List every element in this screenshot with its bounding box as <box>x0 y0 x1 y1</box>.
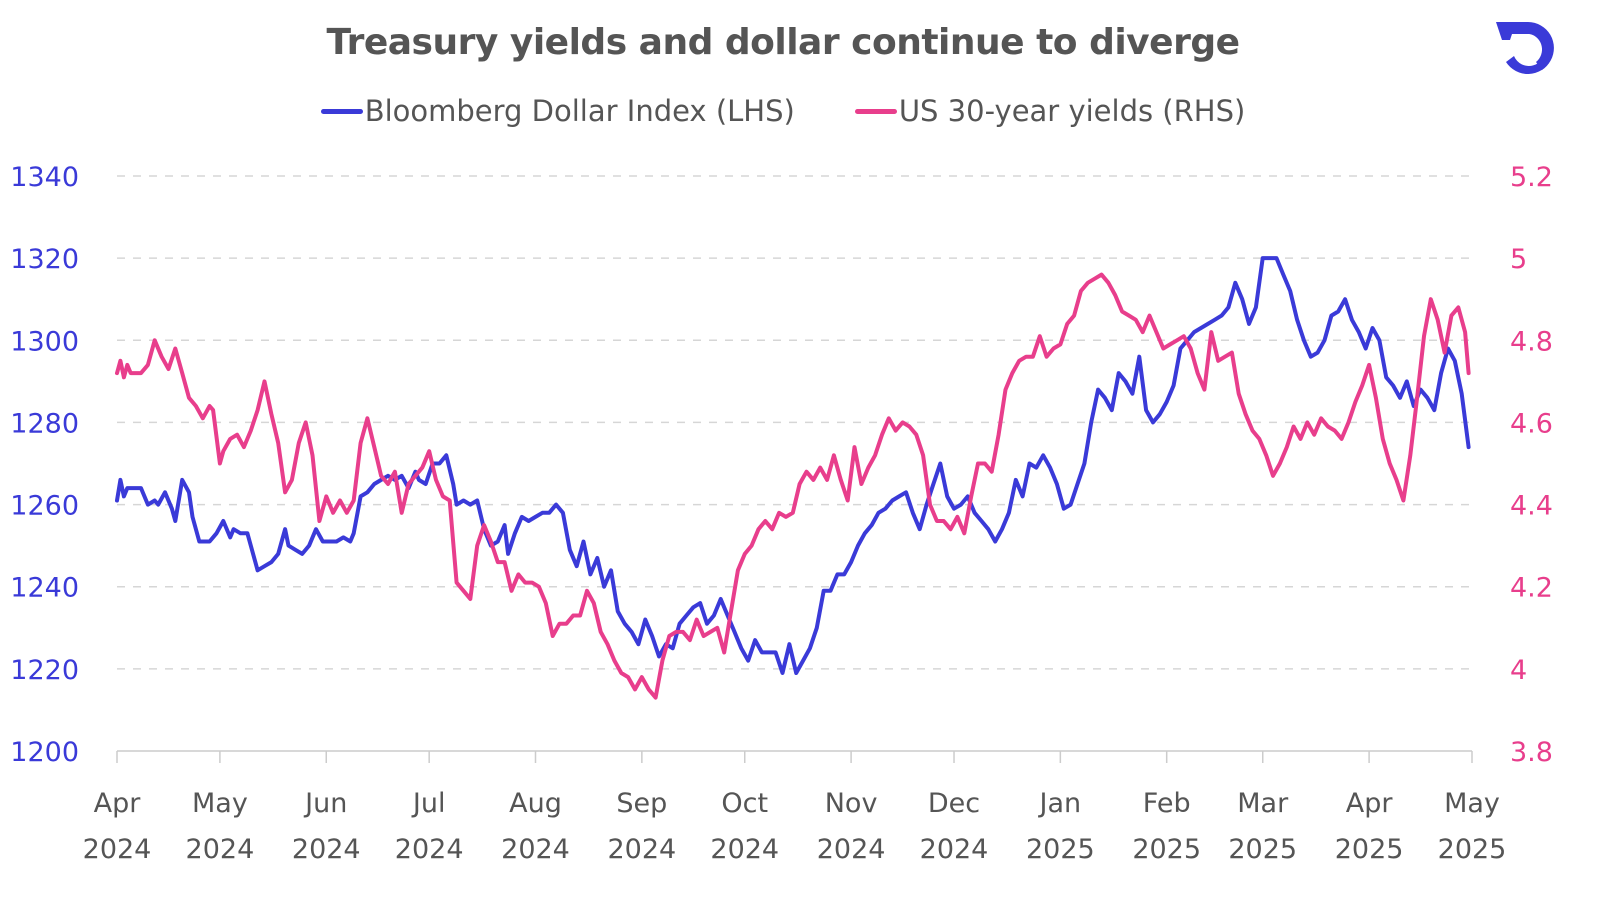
x-tick-year: 2025 <box>1228 834 1297 865</box>
x-tick-year: 2024 <box>501 834 570 865</box>
legend-label-30y-yields: US 30-year yields (RHS) <box>898 94 1246 128</box>
x-tick-month: Sep <box>616 788 667 819</box>
series-lines <box>115 256 1471 700</box>
y-left-tick-label: 1280 <box>10 408 79 439</box>
x-tick-year: 2025 <box>1335 834 1404 865</box>
x-tick-year: 2025 <box>1026 834 1095 865</box>
series-line-dollar-index <box>115 256 1471 675</box>
y-right-tick-label: 4 <box>1510 655 1527 686</box>
legend: Bloomberg Dollar Index (LHS) US 30-year … <box>0 94 1566 128</box>
legend-swatch-dollar-index <box>320 108 363 114</box>
x-tick-year: 2025 <box>1438 834 1507 865</box>
y-right-tick-label: 3.8 <box>1510 737 1553 768</box>
x-tick-month: May <box>192 788 248 819</box>
x-tick-month: Mar <box>1237 788 1289 819</box>
y-left-tick-label: 1320 <box>10 244 79 275</box>
legend-item-30y-yields[interactable]: US 30-year yields (RHS) <box>854 94 1246 128</box>
x-tick-month: Oct <box>721 788 768 819</box>
y-right-tick-label: 4.6 <box>1510 408 1553 439</box>
y-right-tick-label: 5.2 <box>1510 162 1553 193</box>
y-left-tick-label: 1260 <box>10 491 79 522</box>
x-tick-month: Apr <box>1346 788 1394 819</box>
gridlines <box>117 175 1472 670</box>
y-right-tick-label: 4.8 <box>1510 326 1553 357</box>
x-tick-month: Nov <box>825 788 878 819</box>
y-left-tick-label: 1220 <box>10 655 79 686</box>
x-tick-month: Apr <box>94 788 142 819</box>
chart-title: Treasury yields and dollar continue to d… <box>326 22 1240 63</box>
x-tick-month: Jun <box>303 788 347 819</box>
x-tick-month: Jul <box>411 788 446 819</box>
x-tick-month: May <box>1444 788 1500 819</box>
y-left-tick-label: 1240 <box>10 573 79 604</box>
x-tick-month: Jan <box>1038 788 1082 819</box>
legend-item-dollar-index[interactable]: Bloomberg Dollar Index (LHS) <box>320 94 795 128</box>
y-right-tick-label: 4.4 <box>1510 491 1553 522</box>
x-tick-year: 2024 <box>817 834 886 865</box>
x-tick-month: Aug <box>509 788 562 819</box>
y-right-tick-label: 5 <box>1510 244 1527 275</box>
y-left-tick-label: 1340 <box>10 162 79 193</box>
x-tick-year: 2024 <box>186 834 255 865</box>
x-tick-year: 2024 <box>292 834 361 865</box>
y-axis-left: 1200 1220 1240 1260 1280 1300 1320 1340 <box>10 162 79 768</box>
y-right-tick-label: 4.2 <box>1510 573 1553 604</box>
x-tick-year: 2025 <box>1132 834 1201 865</box>
y-axis-right: 3.8 4 4.2 4.4 4.6 4.8 5 5.2 <box>1510 162 1553 768</box>
legend-swatch-30y-yields <box>854 108 897 114</box>
x-tick-year: 2024 <box>83 834 152 865</box>
x-tick-year: 2024 <box>710 834 779 865</box>
y-left-tick-label: 1200 <box>10 737 79 768</box>
x-tick-year: 2024 <box>395 834 464 865</box>
x-tick-year: 2024 <box>607 834 676 865</box>
series-line-30y-yields <box>115 272 1471 700</box>
y-left-tick-label: 1300 <box>10 326 79 357</box>
x-tick-year: 2024 <box>920 834 989 865</box>
x-tick-month: Feb <box>1143 788 1191 819</box>
brand-logo-icon <box>1496 22 1554 74</box>
x-tick-month: Dec <box>928 788 980 819</box>
legend-label-dollar-index: Bloomberg Dollar Index (LHS) <box>364 94 795 128</box>
x-axis: Apr 2024 May 2024 Jun 2024 Jul 2024 Aug 2024 Sep 20… <box>83 750 1507 865</box>
